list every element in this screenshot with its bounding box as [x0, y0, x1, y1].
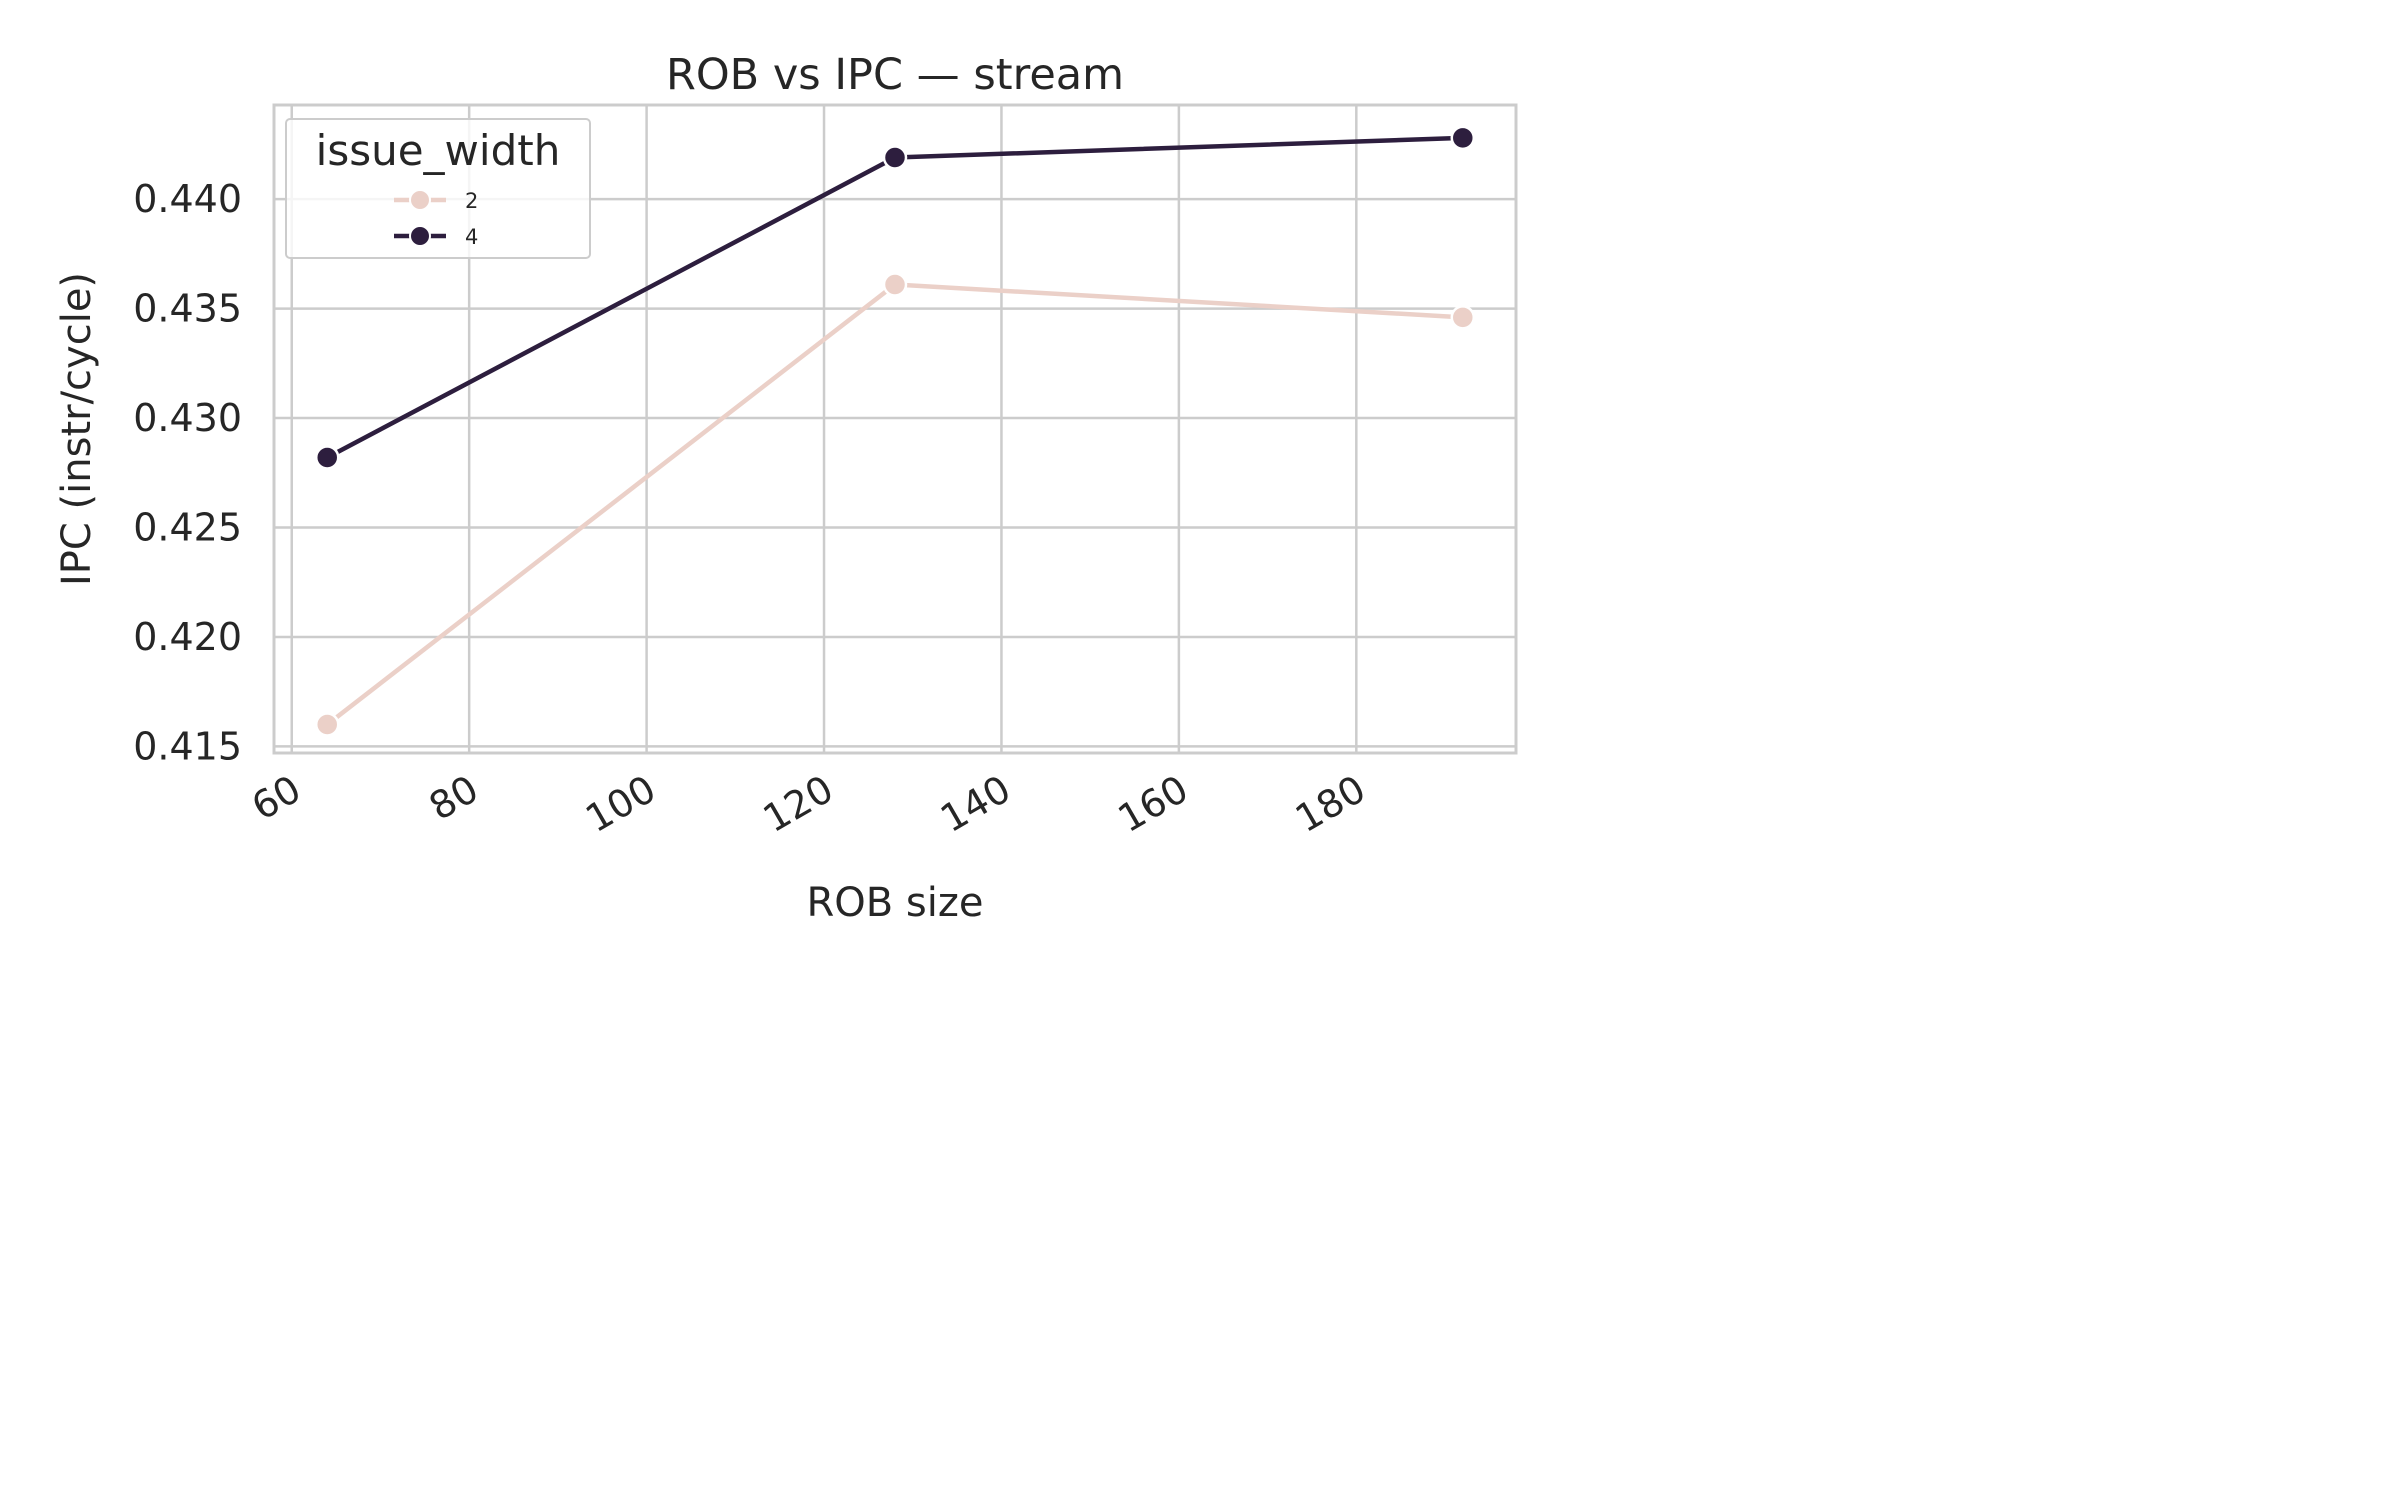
y-tick-label: 0.435 — [133, 287, 242, 331]
legend-label: 4 — [465, 225, 478, 249]
data-point — [1450, 125, 1476, 151]
legend-entries: 24 — [394, 189, 478, 249]
x-axis-title: ROB size — [807, 880, 984, 926]
series-2 — [314, 272, 1476, 737]
data-point — [882, 272, 908, 297]
legend-marker — [409, 225, 431, 247]
plot-frame — [272, 103, 1518, 755]
y-tick-label: 0.440 — [133, 177, 242, 221]
legend-marker — [409, 189, 431, 211]
legend-label: 2 — [465, 189, 478, 213]
y-tick-label: 0.420 — [133, 615, 242, 659]
y-tick-label: 0.425 — [133, 506, 242, 550]
y-axis-title: IPC (instr/cycle) — [54, 272, 100, 586]
series-4 — [314, 125, 1476, 470]
chart-title: ROB vs IPC — stream — [666, 50, 1124, 100]
y-tick-label: 0.415 — [133, 724, 242, 768]
legend-box — [285, 118, 591, 259]
legend: issue_width 24 — [285, 118, 591, 259]
data-point — [314, 712, 340, 737]
legend-entry: 4 — [394, 225, 478, 249]
data-point — [314, 445, 340, 470]
legend-title: issue_width — [316, 126, 561, 175]
y-tick-label: 0.430 — [133, 396, 242, 440]
series-layer — [314, 125, 1476, 737]
legend-entry: 2 — [394, 189, 478, 213]
y-tick-labels: 0.415 0.420 0.425 0.430 0.435 0.440 — [133, 177, 242, 768]
data-point — [1450, 305, 1476, 330]
chart: 60 80 100 120 140 160 180 0.4150.4200.4250.430… — [0, 0, 1568, 980]
data-point — [882, 145, 908, 170]
